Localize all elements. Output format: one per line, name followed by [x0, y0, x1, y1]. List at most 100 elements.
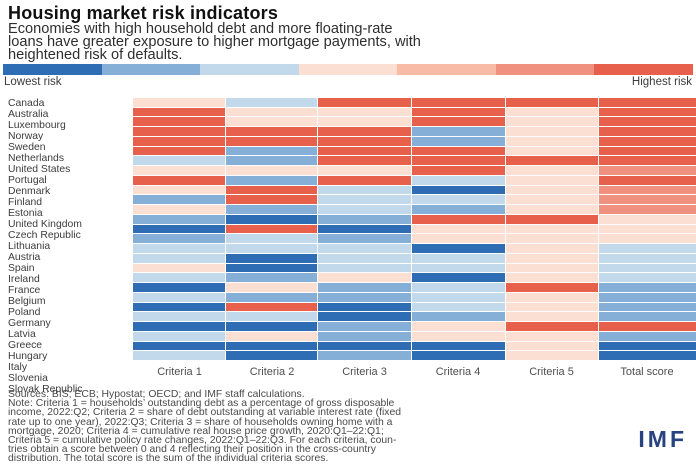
heatmap-cell	[318, 195, 411, 205]
country-label: Lithuania	[8, 241, 51, 252]
country-label: United Kingdom	[8, 219, 82, 230]
heatmap-cell	[505, 146, 598, 156]
heatmap-cell	[318, 302, 411, 312]
heatmap-cell	[226, 156, 318, 166]
heatmap-cell	[598, 156, 696, 166]
heatmap-cell	[411, 127, 505, 136]
heatmap-cell	[226, 351, 318, 360]
column-header: Criteria 1	[157, 366, 202, 378]
heatmap-cell	[318, 341, 411, 351]
heatmap-cell	[411, 146, 505, 156]
risk-scale-segment	[200, 64, 299, 75]
heatmap-cell	[505, 283, 598, 292]
country-label: Canada	[8, 98, 45, 109]
heatmap-cell	[598, 205, 696, 214]
heatmap-cell	[411, 107, 505, 117]
heatmap-cell	[598, 292, 696, 302]
source-note-line: Note: Criteria 1 = households’ outstandi…	[8, 398, 395, 410]
heatmap-cell	[133, 224, 226, 234]
country-label: Luxembourg	[8, 120, 66, 131]
heatmap-cell	[226, 283, 318, 292]
heatmap-cell	[133, 244, 226, 253]
heatmap-cell	[505, 98, 598, 107]
source-note-line: income, 2022:Q2; Criteria 2 = share of d…	[8, 407, 402, 419]
heatmap-cell	[598, 175, 696, 185]
country-label: Denmark	[8, 186, 51, 197]
source-note-line: tries obtain a score between 0 and 4 ref…	[8, 444, 376, 456]
source-note-line: distribution. The total score is the sum…	[8, 453, 329, 464]
heatmap-cell	[505, 322, 598, 331]
subtitle-line: Economies with high household debt and m…	[8, 21, 393, 37]
heatmap-cell	[226, 107, 318, 117]
heatmap-cell	[226, 127, 318, 136]
heatmap-cell	[411, 175, 505, 185]
highest-risk-label: Highest risk	[631, 76, 692, 88]
heatmap-cell	[411, 273, 505, 283]
heatmap-cell	[133, 253, 226, 263]
heatmap-cell	[505, 302, 598, 312]
heatmap-cell	[226, 263, 318, 273]
heatmap-cell	[133, 341, 226, 351]
risk-scale-segment	[594, 64, 694, 75]
source-note-line: Sources: BIS; ECB; Hypostat; OECD; and I…	[8, 389, 305, 400]
heatmap-cell	[226, 146, 318, 156]
heatmap-cell	[505, 312, 598, 322]
column-header: Criteria 5	[529, 366, 574, 378]
heatmap-cell	[505, 253, 598, 263]
country-label: Austria	[8, 252, 41, 263]
heatmap-cell	[318, 351, 411, 360]
heatmap-cell	[226, 331, 318, 341]
country-label: Slovenia	[8, 373, 48, 384]
heatmap-cell	[133, 331, 226, 341]
heatmap-cell	[505, 117, 598, 127]
country-label: Sweden	[8, 142, 46, 153]
heatmap-cell	[411, 341, 505, 351]
heatmap-cell	[318, 136, 411, 146]
heatmap-cell	[226, 322, 318, 331]
heatmap-cell	[598, 166, 696, 175]
heatmap-cell	[598, 322, 696, 331]
heatmap-cell	[226, 136, 318, 146]
column-header: Total score	[620, 366, 674, 378]
country-label: Australia	[8, 109, 49, 120]
heatmap-cell	[411, 136, 505, 146]
heatmap-cell	[505, 107, 598, 117]
subtitle-line: heightened risk of defaults.	[8, 47, 183, 64]
heatmap-cell	[133, 195, 226, 205]
country-label: Latvia	[8, 329, 36, 340]
country-label: Finland	[8, 197, 43, 208]
heatmap-cell	[226, 292, 318, 302]
heatmap-cell	[411, 224, 505, 234]
heatmap-cell	[133, 185, 226, 195]
heatmap-cell	[505, 156, 598, 166]
heatmap-cell	[318, 166, 411, 175]
heatmap-cell	[505, 195, 598, 205]
heatmap-cell	[133, 146, 226, 156]
heatmap-cell	[505, 351, 598, 360]
heatmap-cell	[411, 292, 505, 302]
heatmap-cell	[505, 234, 598, 244]
heatmap-cell	[411, 283, 505, 292]
risk-scale-segment	[495, 64, 595, 75]
heatmap-cell	[226, 244, 318, 253]
heatmap-cell	[411, 351, 505, 360]
heatmap-cell	[133, 351, 226, 360]
heatmap-cell	[598, 283, 696, 292]
heatmap-cell	[598, 244, 696, 253]
country-label: Hungary	[8, 351, 48, 362]
country-label: Netherlands	[8, 153, 65, 164]
heatmap-cell	[318, 127, 411, 136]
heatmap-cell	[133, 302, 226, 312]
heatmap-cell	[598, 273, 696, 283]
heatmap-cell	[505, 214, 598, 224]
heatmap-cell	[318, 322, 411, 331]
heatmap-cell	[133, 117, 226, 127]
column-header: Criteria 2	[249, 366, 295, 378]
heatmap-cell	[598, 117, 696, 127]
country-label: Germany	[8, 318, 51, 329]
heatmap-cell	[598, 253, 696, 263]
heatmap-cell	[598, 351, 696, 360]
heatmap-cell	[133, 263, 226, 273]
heatmap-cell	[226, 195, 318, 205]
heatmap-cell	[318, 117, 411, 127]
